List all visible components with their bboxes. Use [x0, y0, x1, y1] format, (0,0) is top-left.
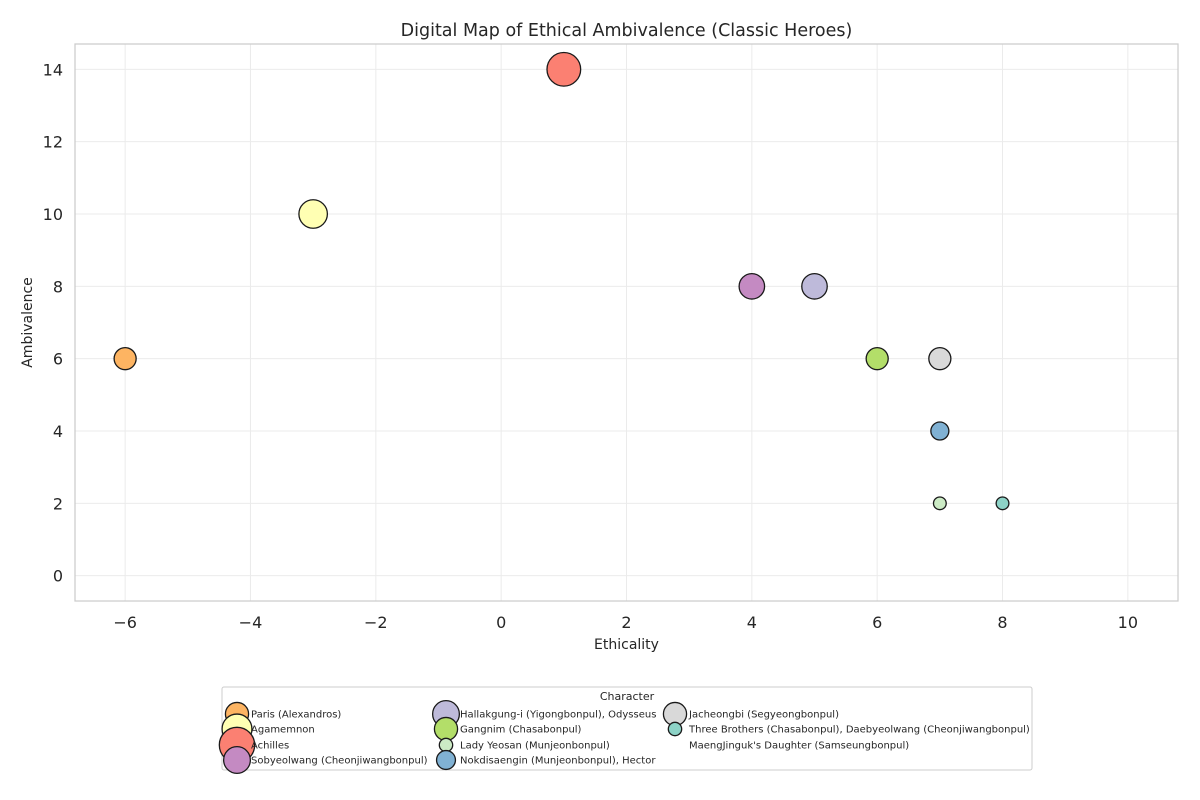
legend-label: Paris (Alexandros) — [251, 710, 341, 721]
y-tick-label: 8 — [53, 277, 63, 296]
y-tick-label: 10 — [43, 205, 63, 224]
x-axis-label: Ethicality — [594, 637, 659, 653]
y-tick-label: 6 — [53, 350, 63, 369]
x-tick-label: −6 — [113, 613, 137, 632]
legend-label: Hallakgung-i (Yigongbonpul), Odysseus — [460, 710, 656, 721]
data-point — [298, 199, 329, 229]
legend-label: Sobyeolwang (Cheonjiwangbonpul) — [251, 756, 428, 767]
legend-items: Paris (Alexandros) Agamemnon Achilles Sobye… — [218, 699, 1030, 775]
x-tick-label: 4 — [747, 613, 757, 632]
y-tick-label: 4 — [53, 422, 63, 441]
legend-marker — [435, 749, 457, 771]
x-tick-label: −4 — [239, 613, 263, 632]
y-tick-label: 2 — [53, 494, 63, 513]
legend-marker — [433, 716, 459, 742]
y-axis-label: Ambivalence — [20, 277, 36, 368]
data-point — [930, 421, 950, 441]
legend-label: Jacheongbi (Segyeongbonpul) — [688, 710, 839, 721]
legend: Character Paris (Alexandros) Agamemnon Ach… — [218, 686, 1033, 775]
legend-label: Achilles — [251, 741, 289, 752]
x-tick-label: −2 — [364, 613, 388, 632]
y-tick-label: 0 — [53, 567, 63, 586]
legend-label: Three Brothers (Chasabonpul), Daebyeolwa… — [688, 725, 1030, 736]
legend-label: Gangnim (Chasabonpul) — [460, 725, 582, 736]
y-tick-label: 14 — [43, 60, 63, 79]
data-point — [113, 346, 137, 371]
x-tick-label: 6 — [872, 613, 882, 632]
legend-marker — [222, 745, 252, 775]
x-tick-label: 10 — [1118, 613, 1138, 632]
x-tick-label: 8 — [997, 613, 1007, 632]
legend-label: MaengJinguk's Daughter (Samseungbonpul) — [689, 741, 909, 752]
legend-label: Agamemnon — [251, 725, 315, 736]
data-point — [865, 346, 889, 371]
y-tick-labels: 0 2 4 6 8 10 12 14 — [43, 60, 63, 585]
marks — [113, 51, 1010, 511]
x-tick-label: 2 — [621, 613, 631, 632]
legend-label: Nokdisaengin (Munjeonbonpul), Hector — [460, 756, 656, 767]
x-tick-label: 0 — [496, 613, 506, 632]
data-point — [995, 496, 1010, 511]
data-point — [738, 272, 766, 300]
grid — [75, 44, 1178, 601]
y-tick-label: 12 — [43, 133, 63, 152]
plot-frame — [74, 43, 1179, 602]
data-point — [928, 346, 952, 371]
data-point — [932, 496, 947, 511]
x-tick-labels: −6 −4 −2 0 2 4 6 8 10 — [113, 613, 1138, 632]
chart-title: Digital Map of Ethical Ambivalence (Clas… — [401, 21, 853, 41]
data-point — [546, 51, 582, 87]
legend-title: Character — [600, 690, 655, 703]
legend-label: Lady Yeosan (Munjeonbonpul) — [460, 741, 610, 752]
data-point — [801, 272, 828, 300]
legend-marker — [438, 737, 454, 753]
legend-marker — [667, 721, 683, 737]
